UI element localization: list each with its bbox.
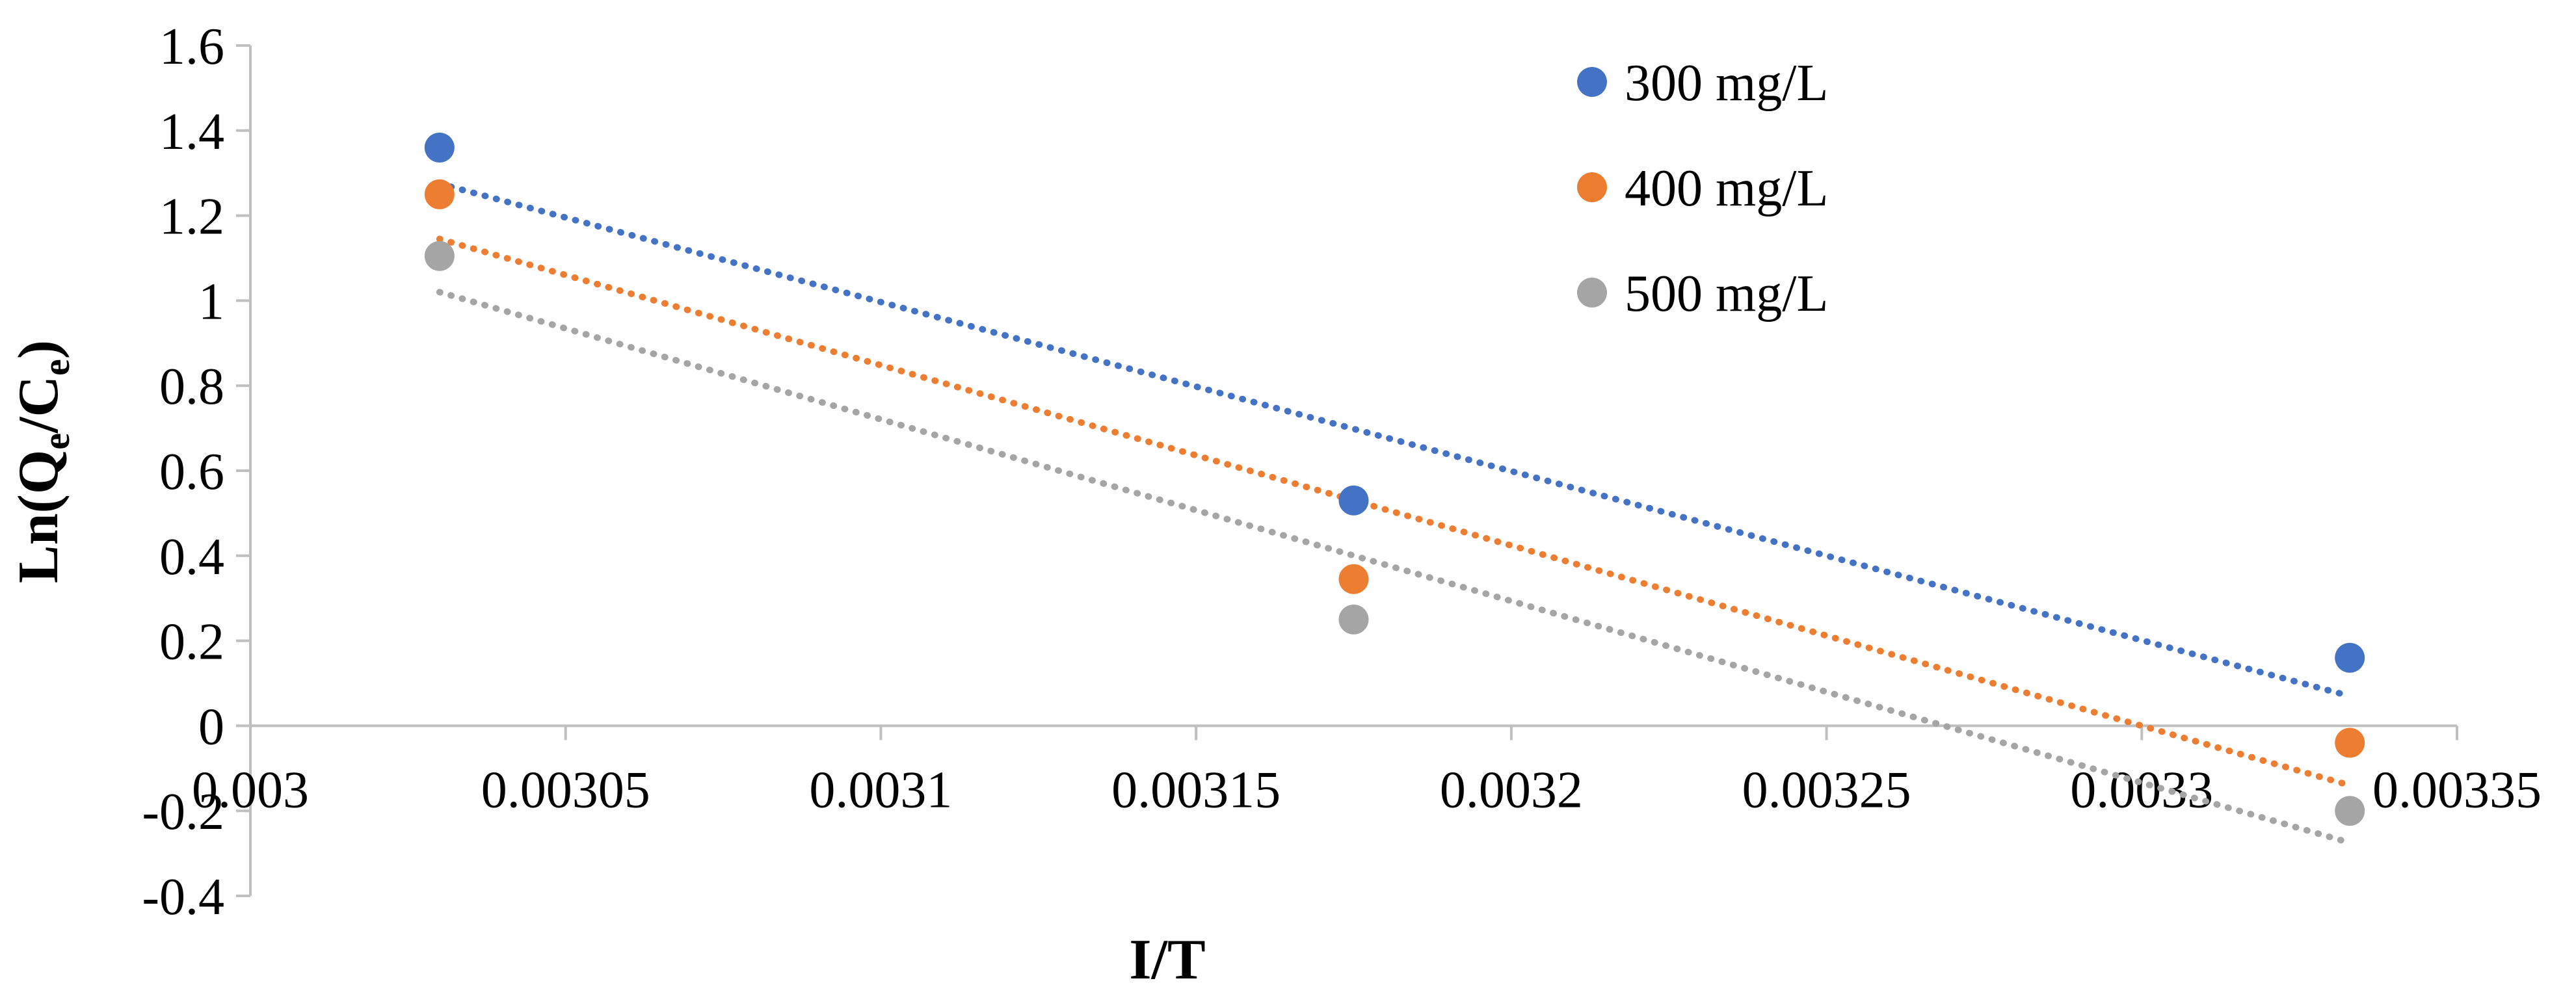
data-point	[1338, 485, 1369, 516]
x-tick-label: 0.003	[192, 761, 309, 819]
y-axis-title-subscript: e	[35, 359, 77, 376]
trendline	[436, 180, 2354, 700]
trendlines	[436, 180, 2354, 846]
trendline	[436, 235, 2354, 789]
y-tick-label: 0.4	[159, 529, 224, 586]
legend-marker	[1577, 278, 1607, 308]
y-tick-label: -0.4	[142, 869, 224, 926]
y-tick-label: 1.4	[159, 103, 224, 161]
y-tick-label: 1.2	[159, 189, 224, 246]
legend-marker	[1577, 172, 1607, 202]
legend: 300 mg/L 400 mg/L 500 mg/L	[1577, 55, 1828, 322]
x-tick-label: 0.0031	[809, 761, 952, 819]
y-axis-title: Ln(Qe/Ce)	[7, 340, 77, 583]
y-axis-title-part: /C	[7, 376, 70, 434]
axes	[236, 44, 2458, 897]
y-tick-labels: -0.4 -0.2 0 0.2 0.4 0.6 0.8 1 1.2 1.4 1.6	[142, 18, 224, 926]
x-tick-label: 0.00335	[2372, 761, 2542, 819]
y-tick-label: 1.6	[159, 18, 224, 75]
data-point	[2335, 727, 2365, 758]
data-point	[1338, 564, 1369, 594]
x-tick-label: 0.0032	[1440, 761, 1583, 819]
trendline	[436, 289, 2354, 846]
legend-marker	[1577, 67, 1607, 97]
legend-label: 400 mg/L	[1625, 160, 1828, 217]
data-points	[424, 132, 2365, 826]
y-tick-label: 1	[198, 273, 224, 330]
data-point	[2335, 642, 2365, 673]
y-tick-label: 0.2	[159, 614, 224, 671]
y-axis-title-subscript: e	[35, 433, 77, 450]
legend-label: 300 mg/L	[1625, 55, 1828, 112]
legend-label: 500 mg/L	[1625, 265, 1828, 322]
y-axis-title-part: )	[7, 340, 70, 359]
data-point	[2335, 796, 2365, 826]
y-axis-title-part: Ln(Q	[7, 450, 70, 583]
data-point	[424, 241, 455, 271]
y-tick-label: 0	[198, 698, 224, 755]
x-axis-title: I/T	[1129, 928, 1205, 991]
y-tick-label: -0.2	[142, 783, 224, 841]
x-tick-labels: 0.003 0.00305 0.0031 0.00315 0.0032 0.00325 0.…	[192, 761, 2542, 819]
x-tick-label: 0.00305	[481, 761, 650, 819]
data-point	[424, 132, 455, 163]
x-tick-label: 0.00315	[1111, 761, 1281, 819]
y-tick-label: 0.8	[159, 358, 224, 415]
data-point	[424, 179, 455, 209]
data-point	[1338, 604, 1369, 635]
y-tick-label: 0.6	[159, 443, 224, 501]
x-tick-label: 0.00325	[1742, 761, 1911, 819]
